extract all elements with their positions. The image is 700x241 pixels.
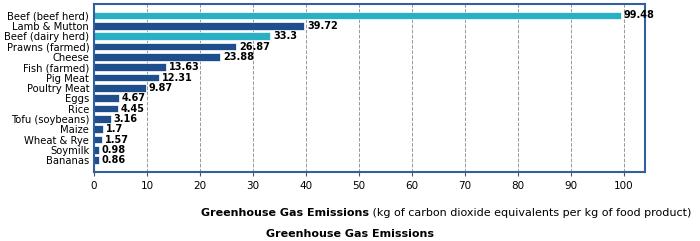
Bar bbox=[94, 43, 237, 50]
Bar bbox=[94, 33, 270, 40]
Bar bbox=[94, 94, 119, 102]
Text: 33.3: 33.3 bbox=[273, 31, 297, 41]
Bar bbox=[94, 63, 166, 71]
Text: 39.72: 39.72 bbox=[307, 21, 337, 31]
Text: 9.87: 9.87 bbox=[149, 83, 173, 93]
Bar bbox=[94, 53, 220, 60]
Text: 4.67: 4.67 bbox=[121, 93, 146, 103]
Text: 3.16: 3.16 bbox=[113, 114, 137, 124]
Text: (kg of carbon dioxide equivalents per kg of food product): (kg of carbon dioxide equivalents per kg… bbox=[370, 208, 692, 218]
Bar bbox=[94, 84, 146, 92]
Text: 0.98: 0.98 bbox=[102, 145, 126, 155]
Bar bbox=[94, 126, 103, 133]
Bar bbox=[94, 22, 304, 30]
Text: 13.63: 13.63 bbox=[169, 62, 199, 72]
Text: 26.87: 26.87 bbox=[239, 41, 270, 52]
Text: 99.48: 99.48 bbox=[624, 11, 655, 20]
Bar bbox=[94, 12, 621, 19]
Text: 12.31: 12.31 bbox=[162, 73, 193, 82]
Bar bbox=[94, 136, 102, 143]
Bar bbox=[94, 74, 159, 81]
Bar bbox=[94, 105, 118, 112]
Text: 0.86: 0.86 bbox=[102, 155, 125, 165]
X-axis label: Greenhouse Gas Emissions (kg of carbon dioxide equivalents per kg of food produc: Greenhouse Gas Emissions (kg of carbon d… bbox=[0, 240, 1, 241]
Text: Greenhouse Gas Emissions: Greenhouse Gas Emissions bbox=[202, 208, 370, 218]
Text: 1.7: 1.7 bbox=[106, 124, 123, 134]
Text: 1.57: 1.57 bbox=[105, 134, 129, 145]
Text: 23.88: 23.88 bbox=[223, 52, 254, 62]
Text: 4.45: 4.45 bbox=[120, 104, 144, 114]
Bar bbox=[94, 146, 99, 154]
Text: Greenhouse Gas Emissions: Greenhouse Gas Emissions bbox=[266, 229, 434, 239]
Bar bbox=[94, 115, 111, 123]
Bar bbox=[94, 156, 99, 164]
